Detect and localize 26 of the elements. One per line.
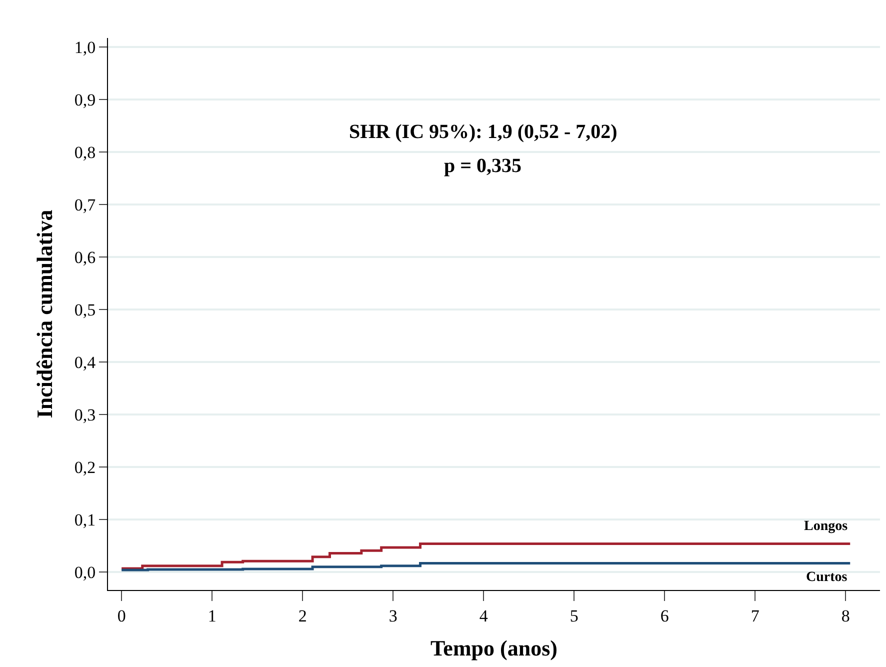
y-tick-label: 1,0 — [74, 38, 96, 57]
series-label: Longos — [804, 519, 848, 534]
annotation: p = 0,335 — [444, 155, 522, 177]
y-tick-label: 0,8 — [74, 142, 96, 162]
x-tick-label: 3 — [388, 606, 398, 626]
x-tick-label: 1 — [208, 606, 216, 626]
x-tick-label: 6 — [660, 606, 669, 626]
y-tick-label: 0,5 — [74, 300, 96, 320]
y-tick-label: 0,4 — [74, 353, 96, 372]
x-tick-label: 8 — [841, 606, 850, 626]
series-label: Curtos — [806, 570, 848, 585]
y-tick-label: 0,0 — [74, 563, 96, 582]
x-tick-label: 2 — [298, 606, 307, 626]
x-tick-label: 0 — [117, 606, 126, 626]
x-axis-title: Tempo (anos) — [430, 635, 558, 660]
y-tick-label: 0,2 — [74, 458, 96, 478]
y-tick-label: 0,6 — [74, 248, 96, 267]
y-tick-label: 0,3 — [74, 406, 96, 425]
y-tick-label: 0,1 — [74, 510, 96, 530]
x-tick-label: 5 — [570, 606, 578, 626]
y-tick-label: 0,7 — [74, 195, 96, 214]
x-tick-label: 7 — [750, 606, 760, 626]
annotation: SHR (IC 95%): 1,9 (0,52 - 7,02) — [349, 121, 618, 143]
y-axis-title: Incidência cumulativa — [32, 210, 58, 418]
x-tick-label: 4 — [479, 606, 488, 626]
y-tick-label: 0,9 — [74, 90, 96, 110]
